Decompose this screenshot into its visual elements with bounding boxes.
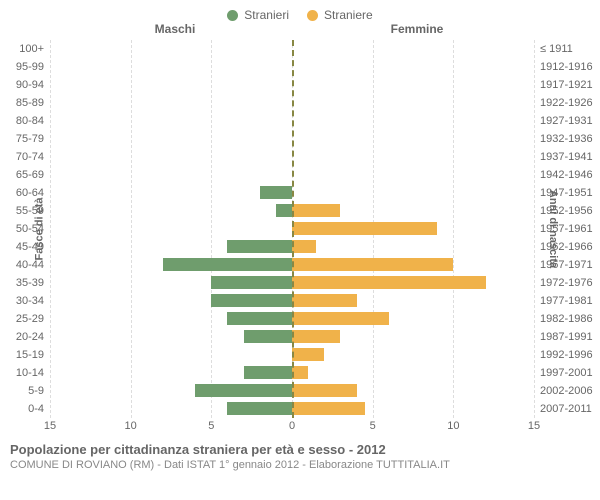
age-label: 10-14 [0, 364, 50, 382]
bar-male [244, 330, 292, 343]
legend-label-male: Stranieri [244, 8, 289, 22]
x-tick: 5 [208, 420, 214, 432]
bar-female [292, 258, 453, 271]
age-label: 15-19 [0, 346, 50, 364]
plot-area: Fasce di età Anni di nascita 100+≤ 19119… [50, 40, 534, 418]
birth-year-label: 1962-1966 [534, 238, 600, 256]
age-label: 50-54 [0, 220, 50, 238]
birth-year-label: ≤ 1911 [534, 40, 600, 58]
birth-year-label: 1977-1981 [534, 292, 600, 310]
x-tick: 15 [44, 420, 56, 432]
legend-item-male: Stranieri [227, 8, 289, 22]
age-label: 60-64 [0, 184, 50, 202]
bar-male [227, 402, 292, 415]
population-pyramid-chart: Stranieri Straniere Maschi Femmine Fasce… [0, 0, 600, 500]
age-label: 40-44 [0, 256, 50, 274]
legend: Stranieri Straniere [0, 0, 600, 22]
birth-year-label: 1927-1931 [534, 112, 600, 130]
age-label: 80-84 [0, 112, 50, 130]
bar-female [292, 366, 308, 379]
birth-year-label: 1952-1956 [534, 202, 600, 220]
bar-female [292, 222, 437, 235]
bar-female [292, 294, 357, 307]
birth-year-label: 2002-2006 [534, 382, 600, 400]
bar-female [292, 402, 365, 415]
age-label: 95-99 [0, 58, 50, 76]
bar-male [276, 204, 292, 217]
header-female: Femmine [300, 22, 600, 36]
birth-year-label: 1917-1921 [534, 76, 600, 94]
birth-year-label: 1982-1986 [534, 310, 600, 328]
birth-year-label: 1967-1971 [534, 256, 600, 274]
chart-footer: Popolazione per cittadinanza straniera p… [0, 436, 600, 471]
bar-male [244, 366, 292, 379]
birth-year-label: 1912-1916 [534, 58, 600, 76]
bar-male [211, 276, 292, 289]
age-label: 75-79 [0, 130, 50, 148]
header-male: Maschi [0, 22, 300, 36]
bar-male [227, 312, 292, 325]
age-label: 100+ [0, 40, 50, 58]
x-tick: 10 [125, 420, 137, 432]
x-axis: 15105051015 [50, 418, 534, 436]
age-label: 5-9 [0, 382, 50, 400]
center-axis-line [292, 40, 294, 418]
birth-year-label: 1947-1951 [534, 184, 600, 202]
age-label: 25-29 [0, 310, 50, 328]
birth-year-label: 1922-1926 [534, 94, 600, 112]
chart-title: Popolazione per cittadinanza straniera p… [10, 442, 590, 457]
bar-female [292, 384, 357, 397]
bar-female [292, 348, 324, 361]
age-label: 0-4 [0, 400, 50, 418]
birth-year-label: 1942-1946 [534, 166, 600, 184]
age-label: 65-69 [0, 166, 50, 184]
birth-year-label: 1992-1996 [534, 346, 600, 364]
bar-female [292, 240, 316, 253]
bar-female [292, 330, 340, 343]
legend-item-female: Straniere [307, 8, 373, 22]
bar-male [163, 258, 292, 271]
birth-year-label: 2007-2011 [534, 400, 600, 418]
bar-female [292, 276, 486, 289]
bar-male [211, 294, 292, 307]
birth-year-label: 1997-2001 [534, 364, 600, 382]
column-headers: Maschi Femmine [0, 22, 600, 40]
age-label: 85-89 [0, 94, 50, 112]
age-label: 30-34 [0, 292, 50, 310]
birth-year-label: 1972-1976 [534, 274, 600, 292]
birth-year-label: 1957-1961 [534, 220, 600, 238]
age-label: 70-74 [0, 148, 50, 166]
age-label: 45-49 [0, 238, 50, 256]
age-label: 20-24 [0, 328, 50, 346]
birth-year-label: 1932-1936 [534, 130, 600, 148]
bar-male [195, 384, 292, 397]
age-label: 90-94 [0, 76, 50, 94]
birth-year-label: 1987-1991 [534, 328, 600, 346]
legend-label-female: Straniere [324, 8, 373, 22]
bar-male [260, 186, 292, 199]
bar-female [292, 312, 389, 325]
birth-year-label: 1937-1941 [534, 148, 600, 166]
x-tick: 5 [370, 420, 376, 432]
bar-female [292, 204, 340, 217]
x-tick: 10 [447, 420, 459, 432]
x-tick: 15 [528, 420, 540, 432]
legend-swatch-male [227, 10, 238, 21]
legend-swatch-female [307, 10, 318, 21]
age-label: 55-59 [0, 202, 50, 220]
x-tick: 0 [289, 420, 295, 432]
bar-male [227, 240, 292, 253]
chart-subtitle: COMUNE DI ROVIANO (RM) - Dati ISTAT 1° g… [10, 459, 590, 471]
age-label: 35-39 [0, 274, 50, 292]
